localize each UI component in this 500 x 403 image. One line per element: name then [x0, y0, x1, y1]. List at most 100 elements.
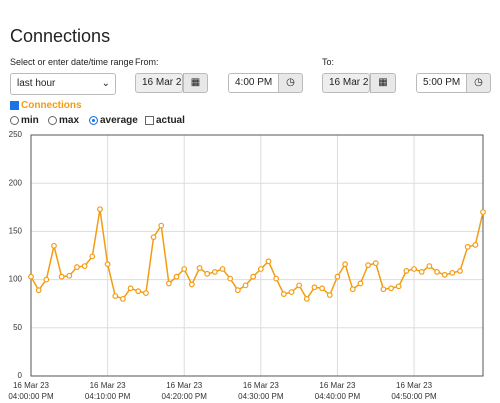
data-point: [43, 276, 50, 283]
data-point: [188, 281, 195, 288]
data-point: [196, 265, 203, 271]
data-point: [58, 273, 65, 280]
data-point: [388, 285, 394, 292]
data-point: [411, 266, 417, 272]
option-label: max: [59, 115, 80, 126]
data-point: [74, 264, 80, 270]
data-point: [303, 295, 310, 302]
data-point: [265, 258, 272, 265]
to-date-text: 16 Mar 23: [329, 77, 370, 88]
to-label: To:: [322, 57, 335, 67]
page-title: Connections: [10, 26, 111, 46]
data-point: [219, 266, 226, 272]
option-max[interactable]: max: [48, 115, 79, 126]
clock-button[interactable]: ◷: [466, 73, 491, 93]
data-point: [204, 270, 211, 277]
x-tick-label: 16 Mar 23 04:20:00 PM: [162, 381, 208, 401]
data-point: [403, 268, 410, 274]
data-point: [35, 287, 42, 294]
from-label: From:: [135, 57, 159, 67]
data-point: [326, 292, 333, 298]
data-point: [81, 263, 88, 270]
data-point: [273, 275, 280, 282]
data-point: [372, 260, 379, 267]
data-point: [464, 243, 471, 250]
option-average[interactable]: average: [89, 115, 138, 126]
data-point: [457, 268, 463, 274]
range-select[interactable]: last hour ⌄: [10, 73, 116, 95]
clock-button[interactable]: ◷: [278, 73, 303, 93]
option-actual[interactable]: actual: [145, 115, 185, 126]
data-point: [150, 234, 157, 241]
range-value: last hour: [17, 78, 56, 89]
data-point: [472, 241, 479, 248]
y-tick-label: 50: [13, 323, 22, 332]
x-tick-label: 16 Mar 23 04:30:00 PM: [238, 381, 284, 401]
from-date-text: 16 Mar 23: [142, 77, 183, 88]
data-point: [334, 273, 341, 280]
select-arrow: ⌄: [101, 78, 110, 89]
data-point: [380, 286, 387, 293]
from-time[interactable]: 4:00 PM: [228, 73, 279, 93]
series-toggle[interactable]: Connections: [10, 100, 82, 111]
x-tick-label: 16 Mar 23 04:00:00 PM: [8, 381, 54, 401]
data-point: [426, 263, 433, 270]
data-point: [349, 286, 356, 293]
data-point: [173, 273, 180, 280]
option-min[interactable]: min: [10, 115, 39, 126]
series-line: [30, 209, 484, 301]
radio[interactable]: [89, 116, 98, 125]
data-point: [357, 280, 364, 287]
data-point: [342, 261, 349, 268]
checkbox[interactable]: [10, 101, 19, 110]
data-point: [280, 291, 287, 297]
data-point: [181, 266, 188, 272]
radio[interactable]: [10, 116, 19, 125]
data-point: [89, 253, 96, 260]
legend-label: Connections: [21, 100, 82, 111]
data-point: [51, 242, 57, 249]
data-point: [227, 275, 234, 282]
x-tick-label: 16 Mar 23 04:50:00 PM: [391, 381, 437, 401]
data-point: [112, 293, 119, 299]
y-tick-label: 200: [9, 178, 23, 187]
data-point: [319, 285, 326, 292]
radio[interactable]: [48, 116, 57, 125]
data-point: [165, 280, 172, 287]
x-tick-label: 16 Mar 23 04:10:00 PM: [85, 381, 131, 401]
option-label: average: [100, 115, 138, 126]
data-point: [296, 282, 303, 289]
data-point: [365, 262, 371, 269]
data-point: [441, 271, 448, 278]
data-point: [257, 266, 264, 272]
to-time[interactable]: 5:00 PM: [416, 73, 467, 93]
data-point: [242, 282, 249, 289]
data-point: [120, 295, 126, 302]
data-point: [418, 268, 425, 275]
data-point: [234, 287, 241, 294]
from-time-text: 4:00 PM: [235, 77, 273, 88]
y-tick-label: 250: [9, 130, 23, 139]
data-point: [480, 209, 486, 216]
data-point: [449, 269, 456, 276]
y-tick-label: 150: [9, 227, 23, 236]
data-point: [97, 206, 103, 213]
calendar-button[interactable]: ▦: [370, 73, 396, 93]
data-point: [28, 273, 34, 280]
y-tick-label: 0: [18, 371, 23, 380]
calendar-button[interactable]: ▦: [183, 73, 208, 93]
data-point: [288, 289, 295, 296]
y-tick-label: 100: [9, 275, 23, 284]
data-point: [311, 284, 318, 291]
data-point: [104, 261, 111, 268]
from-date[interactable]: 16 Mar 23: [135, 73, 183, 93]
data-point: [434, 268, 440, 275]
data-point: [127, 285, 134, 292]
data-point: [250, 273, 257, 280]
to-date[interactable]: 16 Mar 23: [322, 73, 370, 93]
plot-frame: [30, 134, 484, 377]
checkbox[interactable]: [145, 116, 154, 125]
data-point: [211, 268, 218, 275]
data-point: [66, 272, 73, 279]
